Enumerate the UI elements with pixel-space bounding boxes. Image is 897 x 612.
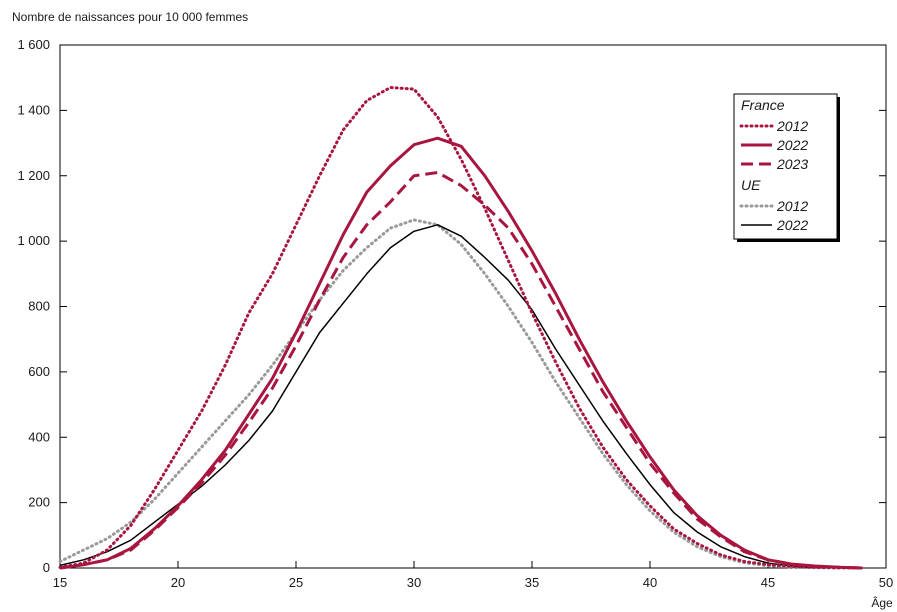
- x-tick-label: 35: [525, 575, 539, 590]
- y-tick-label: 600: [28, 364, 50, 379]
- legend-shadow: [837, 97, 840, 242]
- legend-box: [733, 93, 838, 240]
- series-line-france-2012: [58, 86, 864, 570]
- x-axis-title: Âge: [871, 595, 893, 610]
- series-line-france-2022: [59, 136, 863, 570]
- legend: France 2012 2022 2023 UE 2012 2022: [733, 93, 840, 242]
- legend-group-france: France: [741, 97, 785, 113]
- legend-shadow-bottom: [737, 239, 840, 242]
- legend-label-ue-2012: 2012: [776, 198, 808, 214]
- y-tick-label: 400: [28, 429, 50, 444]
- series-line-ue-2012: [58, 218, 864, 570]
- y-tick-label: 1 400: [17, 102, 50, 117]
- y-tick-label: 800: [28, 299, 50, 314]
- series-layer: [58, 86, 864, 570]
- x-tick-label: 45: [761, 575, 775, 590]
- x-tick-label: 20: [171, 575, 185, 590]
- x-tick-label: 15: [53, 575, 67, 590]
- y-tick-label: 200: [28, 495, 50, 510]
- series-line-ue-2022: [59, 224, 863, 569]
- legend-group-ue: UE: [741, 177, 761, 193]
- x-axis: 15 20 25 30 35 40 45 50: [53, 561, 893, 590]
- legend-label-france-2023: 2023: [776, 156, 808, 172]
- y-tick-label: 1 200: [17, 168, 50, 183]
- x-tick-label: 50: [879, 575, 893, 590]
- legend-label-france-2012: 2012: [776, 118, 808, 134]
- y-tick-label: 0: [43, 560, 50, 575]
- legend-label-france-2022: 2022: [776, 137, 808, 153]
- y-axis-title: Nombre de naissances pour 10 000 femmes: [12, 10, 248, 24]
- x-tick-label: 25: [289, 575, 303, 590]
- y-axis: 0 200 400 600 800 1 000 1 200 1 400 1 600: [17, 37, 886, 575]
- y-tick-label: 1 000: [17, 233, 50, 248]
- y-tick-label: 1 600: [17, 37, 50, 52]
- x-tick-label: 40: [643, 575, 657, 590]
- x-tick-label: 30: [407, 575, 421, 590]
- legend-label-ue-2022: 2022: [776, 217, 808, 233]
